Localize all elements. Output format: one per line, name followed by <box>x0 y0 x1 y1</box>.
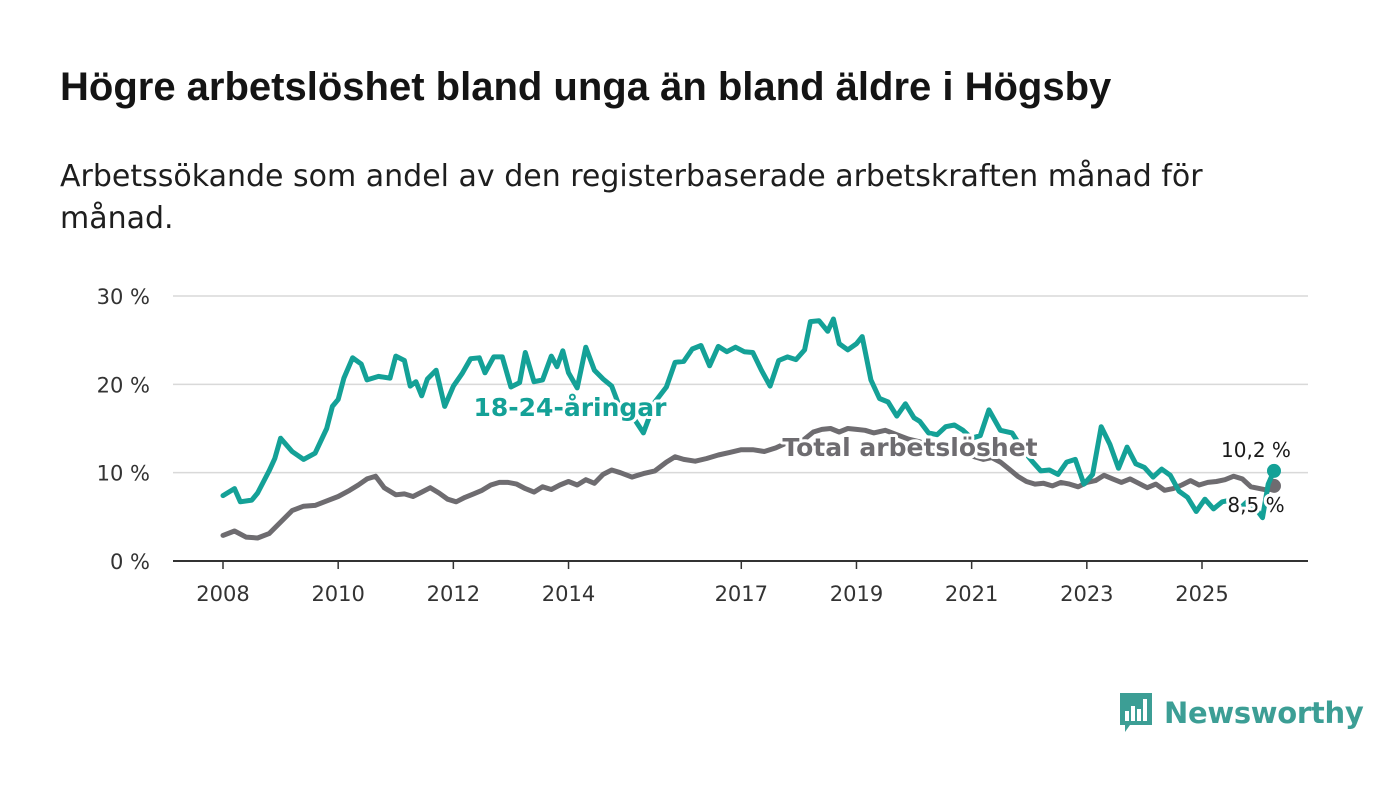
series-label-total: Total arbetslöshet <box>782 433 1037 462</box>
brand-name: Newsworthy <box>1164 696 1364 730</box>
x-tick-label-2: 2012 <box>427 582 480 606</box>
y-tick-label-1: 10 % <box>97 462 150 486</box>
series-line-1 <box>220 426 1277 541</box>
x-tick-label-6: 2021 <box>945 582 998 606</box>
y-tick-label-3: 30 % <box>97 285 150 309</box>
grid-lines <box>173 295 1308 562</box>
chart-title: Högre arbetslöshet bland unga än bland ä… <box>60 65 1112 109</box>
y-axis-ticks: 0 % 10 % 20 % 30 % <box>97 285 150 574</box>
newsworthy-logo: Newsworthy <box>1118 688 1364 738</box>
x-tick-label-5: 2019 <box>830 582 883 606</box>
end-value-youth: 10,2 % <box>1221 438 1291 462</box>
series-labels: 18-24-åringar Total arbetslöshet 10,2 % 8,5… <box>471 390 1294 520</box>
chart-subtitle: Arbetssökande som andel av den registerb… <box>60 159 1203 236</box>
series-label-youth: 18-24-åringar <box>474 393 668 422</box>
x-tick-label-0: 2008 <box>196 582 249 606</box>
x-tick-label-7: 2023 <box>1060 582 1113 606</box>
series-lines <box>220 316 1281 541</box>
x-tick-label-4: 2017 <box>715 582 768 606</box>
series-line-0 <box>220 316 1277 521</box>
bar-chart-icon <box>1120 693 1152 732</box>
y-tick-label-2: 20 % <box>97 373 150 397</box>
x-tick-label-1: 2010 <box>311 582 364 606</box>
x-axis-ticks: 2008 2010 2012 2014 2017 2019 2021 2023 2025 <box>196 561 1229 606</box>
y-tick-label-0: 0 % <box>110 550 150 574</box>
series-end-marker-0 <box>1266 463 1281 478</box>
x-tick-label-3: 2014 <box>542 582 595 606</box>
x-tick-label-8: 2025 <box>1175 582 1228 606</box>
end-value-total: 8,5 % <box>1227 493 1284 517</box>
